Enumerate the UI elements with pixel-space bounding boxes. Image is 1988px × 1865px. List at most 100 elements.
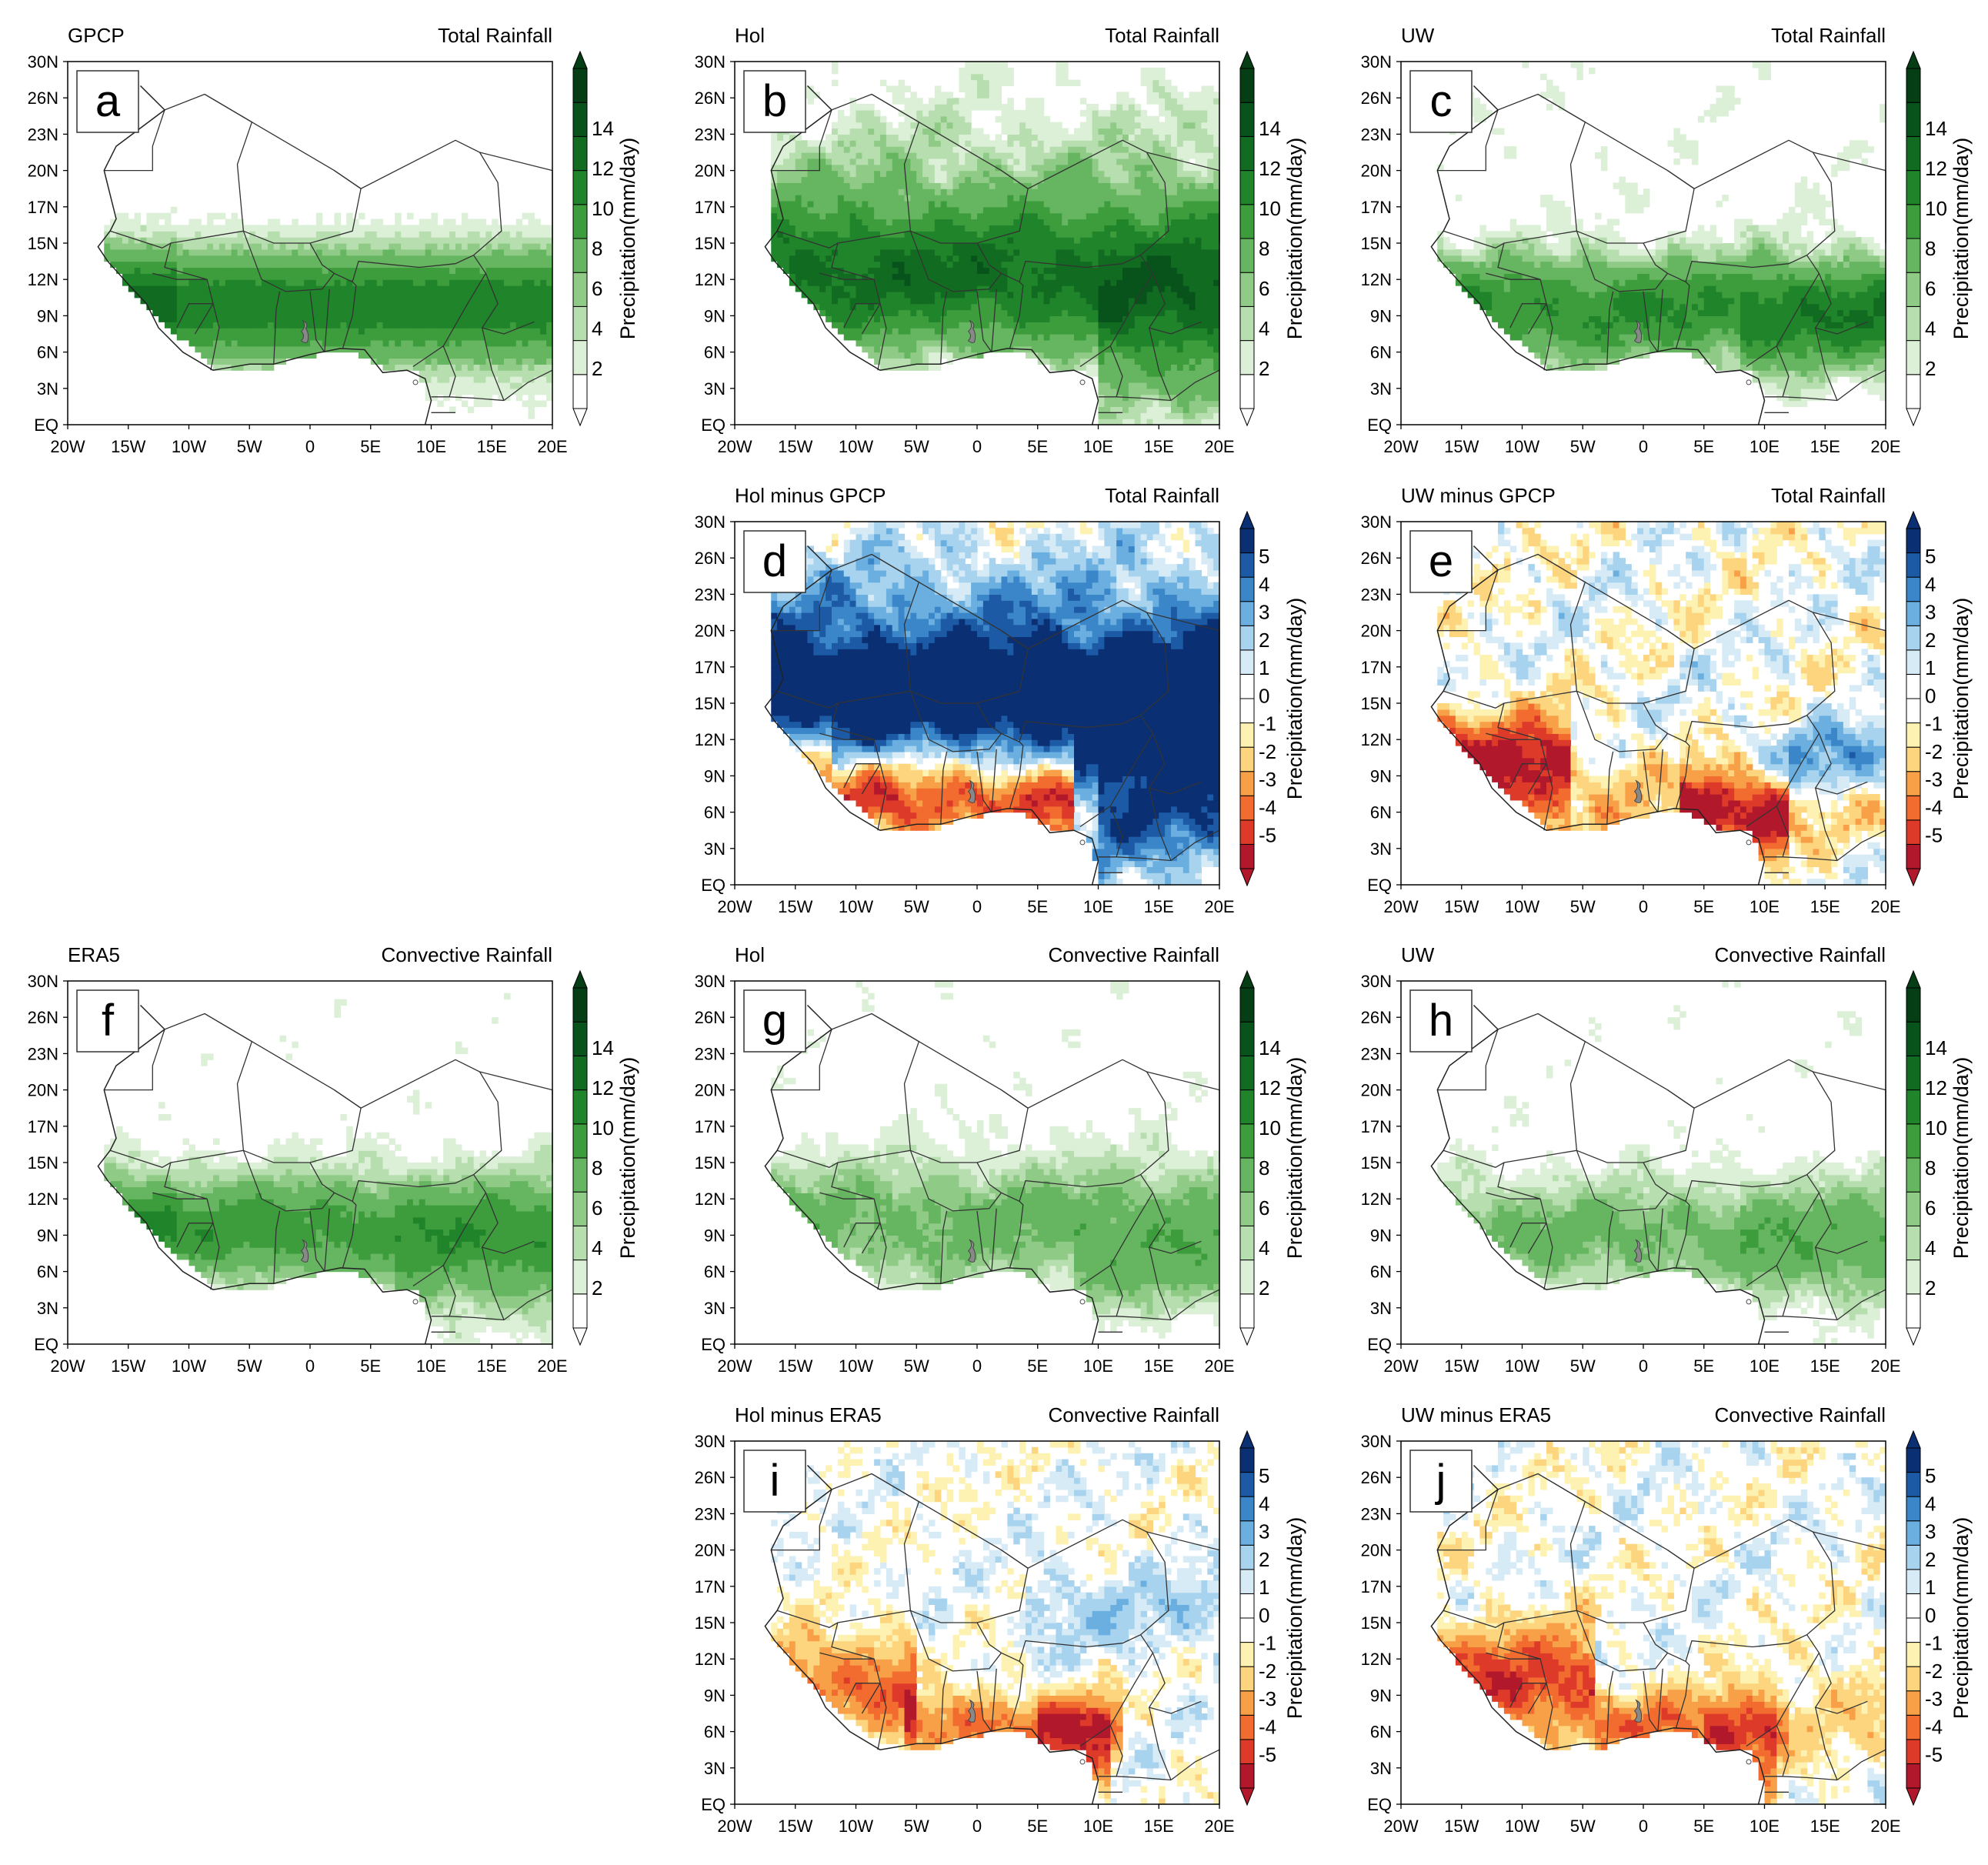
lat-label: 30N xyxy=(28,52,58,72)
lon-label: 20E xyxy=(537,437,567,456)
colorbar-tick: 1 xyxy=(1259,656,1269,679)
colorbar-tick: -3 xyxy=(1259,1687,1276,1710)
rainfall-field xyxy=(1437,981,1886,1345)
lake-volta xyxy=(967,319,976,343)
lon-label: 10E xyxy=(1083,1817,1113,1836)
lat-label: 26N xyxy=(695,1468,725,1487)
lon-label: 0 xyxy=(1639,1356,1648,1376)
colorbar-tick: 4 xyxy=(1925,572,1936,596)
lat-label: 23N xyxy=(1361,1504,1392,1523)
lake-volta xyxy=(300,1239,309,1263)
panel-a: GPCP Total Rainfall 30N 26N 23N 20N 17N 15N 12N 9… xyxy=(0,0,639,462)
rainfall-field xyxy=(771,981,1220,1339)
lat-label: 15N xyxy=(695,1153,725,1173)
lon-label: 10E xyxy=(1083,897,1113,916)
lat-label: 3N xyxy=(1370,839,1392,859)
colorbar-tick: 2 xyxy=(592,357,602,380)
lon-label: 20W xyxy=(717,897,752,916)
lat-label: 12N xyxy=(1361,270,1392,289)
rainfall-field xyxy=(104,993,553,1345)
lon-label: 15E xyxy=(1810,437,1840,456)
lat-label: 6N xyxy=(704,1263,725,1282)
lat-label: 9N xyxy=(37,1226,58,1245)
lat-label: 12N xyxy=(695,1650,725,1669)
lon-label: 15E xyxy=(477,1356,507,1376)
lon-label: 10W xyxy=(172,437,206,456)
lat-label: 3N xyxy=(1370,1299,1392,1318)
lon-label: 5E xyxy=(1027,437,1048,456)
lon-label: 10W xyxy=(839,1356,873,1376)
lat-label: 15N xyxy=(695,1613,725,1633)
panel-title-left: UW minus GPCP xyxy=(1401,484,1556,507)
colorbar-tick: -2 xyxy=(1259,740,1276,763)
lat-label: 9N xyxy=(1370,1686,1392,1705)
colorbar-tick: 8 xyxy=(592,237,602,260)
lon-label: 5W xyxy=(904,897,929,916)
lat-label: EQ xyxy=(701,876,725,895)
lon-label: 15E xyxy=(1810,1356,1840,1376)
lon-label: 20E xyxy=(1870,1817,1900,1836)
lake-volta xyxy=(1633,1699,1643,1723)
lat-label: 26N xyxy=(1361,88,1392,108)
panel-d: Hol minus GPCP Total Rainfall 30N 26N 23N 20N… xyxy=(667,460,1306,922)
lat-label: 6N xyxy=(704,1723,725,1742)
lat-label: 20N xyxy=(28,1081,58,1100)
panel-letter: f xyxy=(102,996,115,1046)
lat-label: 23N xyxy=(1361,585,1392,604)
colorbar-tick: -3 xyxy=(1925,1687,1943,1710)
colorbar-tick: 4 xyxy=(592,1236,602,1259)
panel-letter-box xyxy=(1409,70,1473,133)
coastline xyxy=(97,85,432,425)
colorbar-tick: -4 xyxy=(1925,1715,1943,1738)
colorbar-tick: 4 xyxy=(1259,1492,1269,1515)
lon-label: 10W xyxy=(839,437,873,456)
lat-label: 6N xyxy=(37,343,58,362)
lat-label: 17N xyxy=(695,198,725,217)
lat-label: 17N xyxy=(695,1117,725,1136)
lat-label: 12N xyxy=(695,730,725,749)
colorbar-tick: 8 xyxy=(1925,237,1936,260)
map-i: Hol minus ERA5 Convective Rainfall30N26N2… xyxy=(695,1403,1306,1836)
colorbar-title: Precipitation(mm/day) xyxy=(616,138,639,340)
panel-title-left: GPCP xyxy=(68,24,125,47)
panel-letter: b xyxy=(762,76,787,126)
lat-label: 3N xyxy=(704,379,725,399)
colorbar-tick: 2 xyxy=(1925,357,1936,380)
lon-label: 15W xyxy=(778,897,812,916)
colorbar-tick: -3 xyxy=(1259,768,1276,791)
lon-label: 0 xyxy=(1639,897,1648,916)
colorbar-tick: 0 xyxy=(1259,1603,1269,1626)
lat-label: 20N xyxy=(28,162,58,181)
colorbar-tick: -5 xyxy=(1925,1743,1943,1767)
colorbar: -5 -4 -3 -2 -1 0 1 2 3 4 5 Precipitation(mm/day) xyxy=(1239,510,1306,887)
map-g: Hol Convective Rainfall30N26N23N20N17N15N… xyxy=(695,943,1306,1376)
coastline xyxy=(764,1004,1099,1345)
lon-label: 15W xyxy=(111,437,145,456)
lat-label: 26N xyxy=(695,549,725,568)
colorbar-tick: 5 xyxy=(1925,545,1936,568)
lake-volta xyxy=(967,1239,976,1263)
colorbar-tick: 10 xyxy=(1259,197,1281,220)
lon-label: 0 xyxy=(972,437,982,456)
lat-label: 20N xyxy=(1361,162,1392,181)
colorbar-tick: -3 xyxy=(1925,768,1943,791)
lon-label: 15W xyxy=(1444,1356,1479,1376)
lat-label: 12N xyxy=(695,270,725,289)
lat-label: 15N xyxy=(28,234,58,253)
lon-label: 20W xyxy=(717,1817,752,1836)
lat-label: 23N xyxy=(695,125,725,144)
lat-label: 6N xyxy=(704,343,725,362)
bioko-island xyxy=(1746,1759,1752,1765)
colorbar-tick: 10 xyxy=(1259,1116,1281,1139)
panel-letter-box xyxy=(1409,989,1473,1053)
colorbar-title: Precipitation(mm/day) xyxy=(1283,598,1306,800)
lon-label: 15W xyxy=(111,1356,145,1376)
colorbar-tick: 4 xyxy=(1925,1492,1936,1515)
colorbar-title: Precipitation(mm/day) xyxy=(1283,1517,1306,1720)
map-b: Hol Total Rainfall30N26N23N20N17N15N12N9N… xyxy=(695,24,1306,456)
lon-label: 15E xyxy=(1144,1817,1174,1836)
colorbar-tick: 6 xyxy=(592,1196,602,1219)
lon-label: 20W xyxy=(1383,437,1418,456)
lat-label: 9N xyxy=(1370,766,1392,786)
lat-label: 17N xyxy=(695,1577,725,1596)
